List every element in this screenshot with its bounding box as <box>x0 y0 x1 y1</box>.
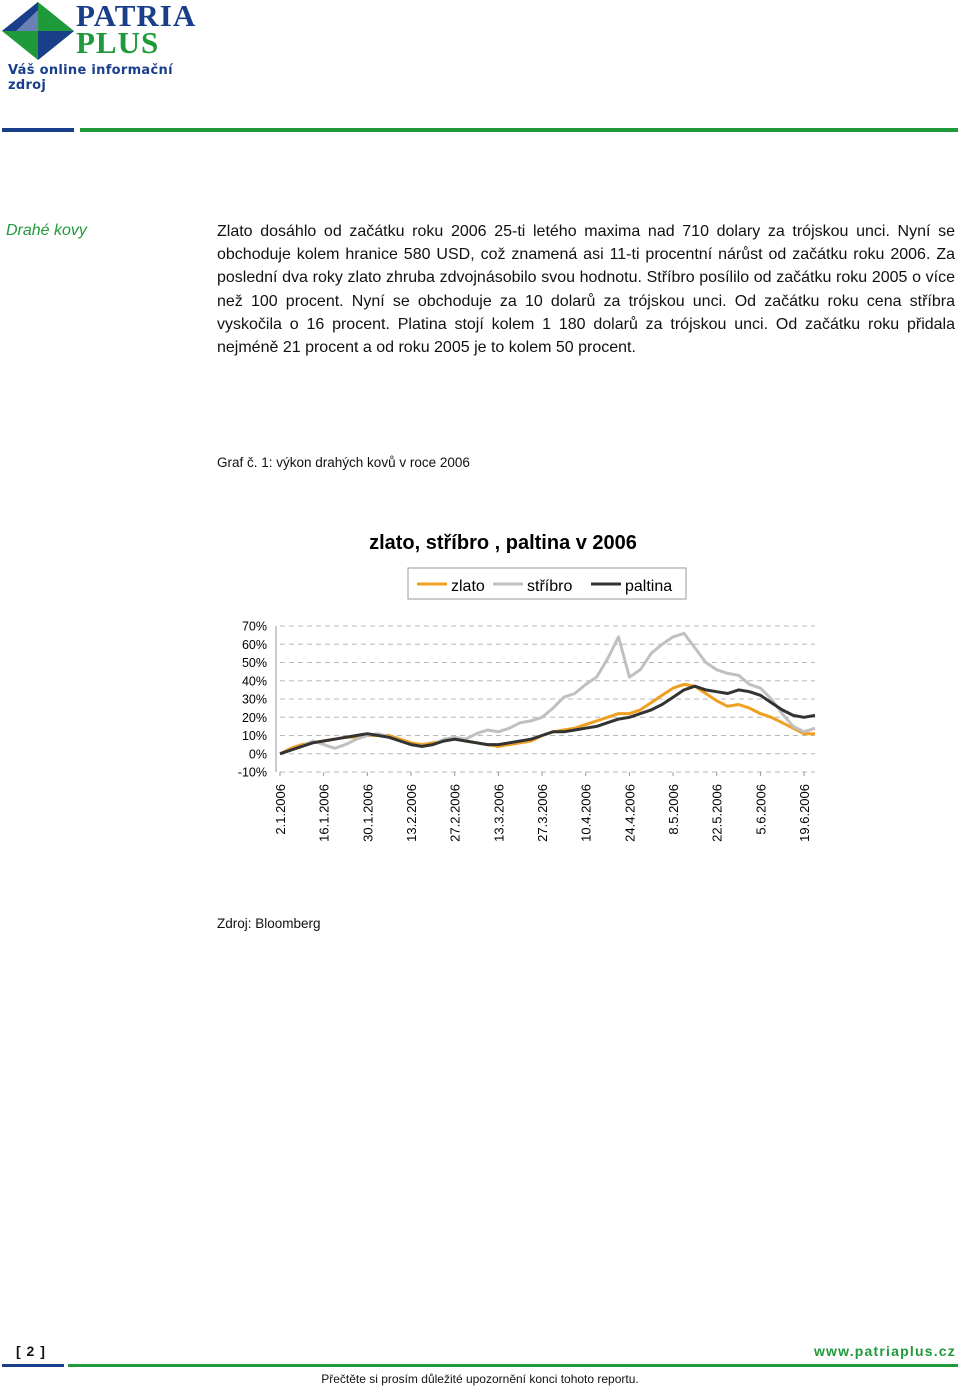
y-tick-label: 20% <box>242 711 267 725</box>
chart-title: zlato, stříbro , paltina v 2006 <box>369 532 637 554</box>
metals-performance-chart: zlato, stříbro , paltina v 2006 zlato stř… <box>238 532 816 842</box>
x-tick-label: 16.1.2006 <box>317 784 332 842</box>
legend-entry: paltina <box>625 578 672 595</box>
footer-disclaimer: Přečtěte si prosím důležité upozornění k… <box>321 1372 639 1386</box>
page-number: [ 2 ] <box>16 1343 46 1359</box>
x-tick-label: 10.4.2006 <box>579 784 594 842</box>
x-tick-label: 19.6.2006 <box>797 784 812 842</box>
patria-plus-logo: PATRIA PLUS Váš online informační zdroj <box>0 0 215 93</box>
x-tick-label: 30.1.2006 <box>360 784 375 842</box>
section-label: Drahé kovy <box>6 222 87 239</box>
x-tick-label: 8.5.2006 <box>666 784 681 835</box>
footer-rule-green <box>68 1364 958 1367</box>
y-tick-label: 0% <box>249 747 267 761</box>
logo-wordmark-patria: PATRIA <box>76 0 197 33</box>
chart-series <box>279 631 816 756</box>
x-tick-label: 5.6.2006 <box>753 784 768 835</box>
logo-wordmark-plus: PLUS <box>76 25 160 60</box>
chart-x-axis: 2.1.2006 16.1.2006 30.1.2006 13.2.2006 27.2.… <box>273 772 812 842</box>
x-tick-label: 2.1.2006 <box>273 784 288 835</box>
x-tick-label: 13.2.2006 <box>404 784 419 842</box>
x-tick-label: 13.3.2006 <box>491 784 506 842</box>
legend-box <box>407 567 687 600</box>
x-tick-label: 24.4.2006 <box>622 784 637 842</box>
legend-entry: zlato <box>451 578 485 595</box>
y-tick-label: 40% <box>242 674 267 688</box>
figure-source: Zdroj: Bloomberg <box>217 916 321 931</box>
y-tick-label: 10% <box>242 729 267 743</box>
y-tick-label: 50% <box>242 656 267 670</box>
y-tick-label: 60% <box>242 638 267 652</box>
x-tick-label: 27.2.2006 <box>448 784 463 842</box>
website-link[interactable]: www.patriaplus.cz <box>813 1343 956 1359</box>
series-line-zlato <box>279 682 815 756</box>
section-body-text: Zlato dosáhlo od začátku roku 2006 25-ti… <box>217 223 955 357</box>
figure-caption: Graf č. 1: výkon drahých kovů v roce 200… <box>217 455 470 470</box>
header-rule-blue <box>2 128 74 132</box>
series-line-paltina <box>279 684 816 756</box>
footer-rule-blue <box>2 1364 64 1367</box>
chart-gridlines <box>280 625 815 773</box>
chart-legend: zlato stříbro paltina <box>407 567 687 600</box>
y-tick-label: 70% <box>242 620 267 634</box>
x-tick-label: 22.5.2006 <box>710 784 725 842</box>
legend-entry: stříbro <box>527 578 572 595</box>
y-tick-label: 30% <box>242 693 267 707</box>
header-rule-green <box>80 128 958 132</box>
x-tick-label: 27.3.2006 <box>535 784 550 842</box>
patria-plus-logo-icon <box>2 2 74 60</box>
logo-tagline: Váš online informační zdroj <box>8 63 173 93</box>
chart-y-axis: -10% 0% 10% 20% 30% 40% 50% 60% 70% <box>238 620 277 780</box>
y-tick-label: -10% <box>238 766 267 780</box>
